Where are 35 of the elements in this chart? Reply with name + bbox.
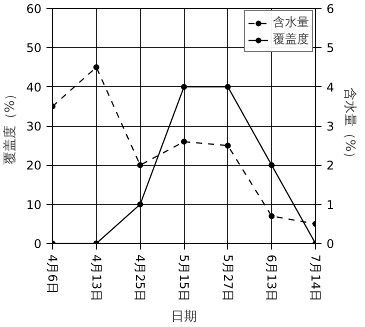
y-tick-label: 10: [26, 198, 42, 212]
x-tick-label: 7月14日: [308, 254, 322, 302]
y2-tick-label: 2: [326, 158, 334, 173]
y-axis-title: 覆盖度（%）: [2, 87, 18, 165]
point: [93, 64, 100, 70]
point: [268, 213, 275, 220]
x-axis-title: 日期: [171, 309, 197, 324]
x-tick-label: 5月15日: [177, 254, 191, 302]
point: [268, 162, 275, 168]
point: [224, 84, 231, 90]
point: [181, 84, 187, 90]
y-tick-label: 60: [26, 2, 42, 16]
x-tick-label: 6月13日: [264, 254, 279, 302]
y2-tick-label: 3: [326, 120, 334, 134]
point: [137, 201, 144, 208]
y-tick-label: 50: [26, 41, 42, 56]
y2-tick-label: 6: [326, 2, 334, 16]
y-tick-label: 0: [34, 237, 42, 251]
x-tick-label: 4月6日: [46, 254, 60, 294]
x-tick-label: 4月25日: [133, 254, 148, 302]
point: [137, 162, 144, 168]
point: [181, 138, 187, 145]
point: [224, 142, 231, 149]
y-tick-label: 20: [26, 158, 42, 173]
y-tick-label: 30: [26, 120, 42, 134]
x-tick-label: 5月27日: [220, 254, 235, 302]
y2-tick-label: 4: [326, 80, 334, 94]
y-tick-label: 40: [26, 80, 42, 94]
legend-label: 含水量: [273, 14, 309, 31]
y2-tick-label: 5: [326, 41, 334, 56]
y2-tick-label: 0: [326, 237, 334, 251]
y2-tick-label: 1: [326, 198, 334, 212]
x-tick-label: 4月13日: [89, 254, 104, 302]
legend-label: 覆盖度: [273, 31, 309, 48]
y2-axis-title: 含水量（%）: [342, 87, 358, 165]
